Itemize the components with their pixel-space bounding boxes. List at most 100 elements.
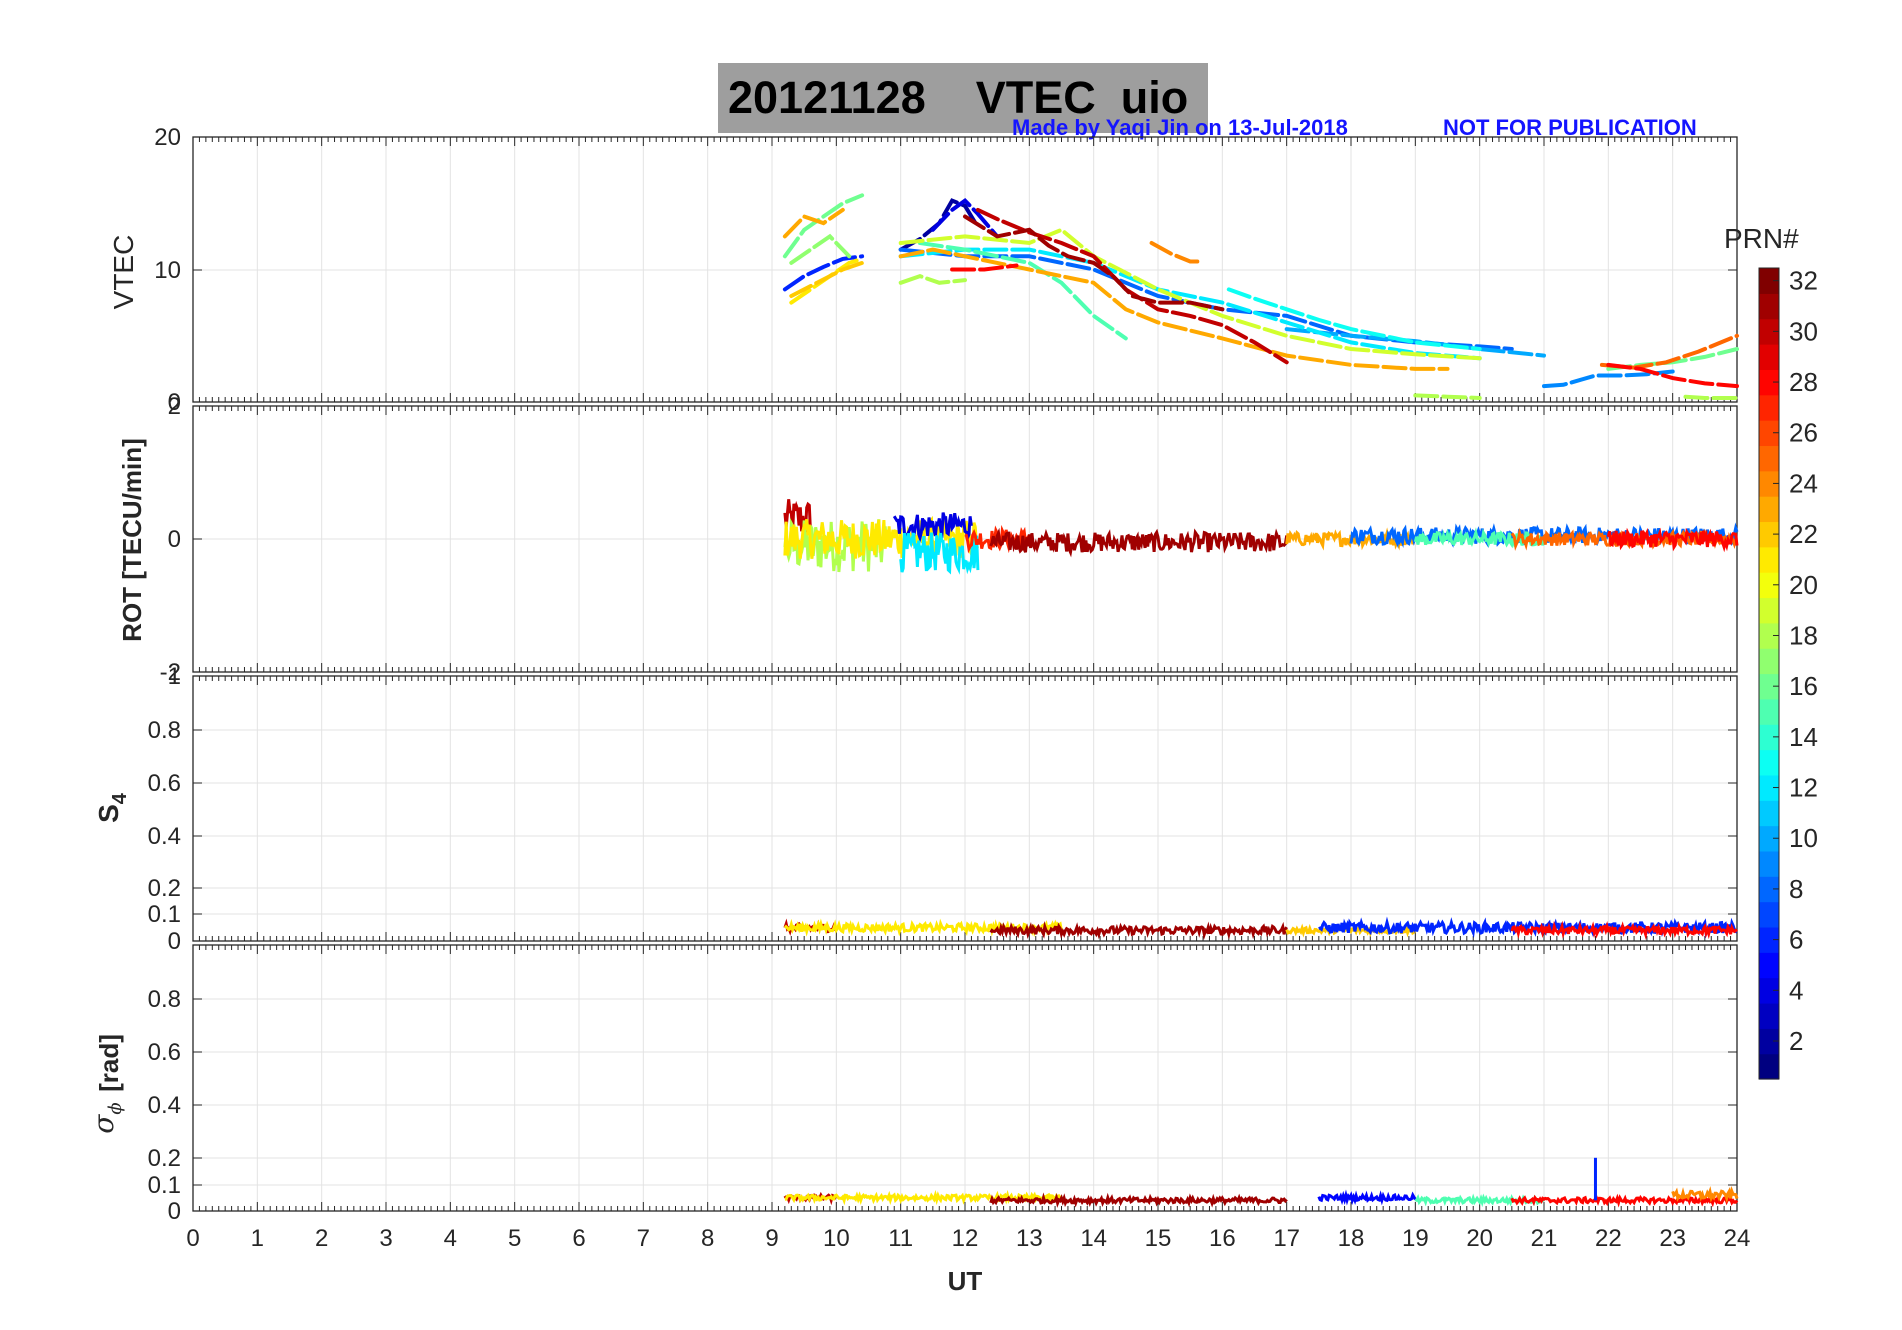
noise-series-prn-31 (989, 1192, 1288, 1208)
colorbar-segment (1759, 318, 1779, 345)
colorbar-segment (1759, 850, 1779, 877)
colorbar-tick-label: 24 (1789, 468, 1818, 498)
vtec-series-prn-18 (898, 273, 967, 285)
title-box (718, 63, 1208, 133)
x-tick-label: 2 (315, 1225, 328, 1252)
colorbar-label: PRN# (1724, 223, 1799, 254)
colorbar-tick-label: 8 (1789, 874, 1803, 904)
vtec-series-prn-28 (950, 263, 1019, 272)
y-tick-label: 0 (168, 389, 181, 416)
vtec-series-prn-25 (1599, 333, 1739, 370)
y-tick-label: 0.6 (148, 1039, 181, 1066)
x-tick-label: 8 (701, 1225, 714, 1252)
colorbar-segment (1759, 724, 1779, 751)
colorbar-segment (1759, 876, 1779, 903)
vtec-series-prn-12 (898, 247, 1482, 361)
colorbar-tick-label: 20 (1789, 570, 1818, 600)
colorbar-tick-label: 26 (1789, 418, 1818, 448)
x-tick-label: 19 (1402, 1225, 1429, 1252)
colorbar-segment (1759, 774, 1779, 801)
colorbar-segment (1759, 546, 1779, 573)
vtec-series-prn-18 (1683, 394, 1739, 400)
y-axis-label-sigma: [rad] (94, 1034, 124, 1092)
colorbar-segment (1759, 1002, 1779, 1029)
colorbar-segment (1759, 825, 1779, 852)
y-tick-label: 0.8 (148, 717, 181, 744)
colorbar-tick-label: 14 (1789, 722, 1818, 752)
x-tick-label: 21 (1531, 1225, 1558, 1252)
vtec-series-prn-16 (782, 193, 865, 259)
vtec-series-prn-23 (898, 247, 1450, 371)
y-axis-label-rot: ROT [TECU/min] (117, 438, 147, 642)
noise-series-prn-5 (1317, 1189, 1417, 1206)
colorbar-segment (1759, 977, 1779, 1004)
colorbar-segment (1759, 394, 1779, 421)
colorbar-segment (1759, 648, 1779, 675)
noise-series-prn-21 (784, 1189, 1063, 1206)
vtec-series-prn-18 (1413, 393, 1482, 400)
colorbar-segment (1759, 800, 1779, 827)
colorbar-frame (1758, 267, 1780, 1080)
x-tick-label: 14 (1080, 1225, 1107, 1252)
panel-sigma_phi: 00.10.2 0.4 0.6 0.8 (148, 944, 1738, 1225)
vtec-series-prn-4 (930, 197, 1000, 239)
colorbar-segment (1759, 926, 1779, 953)
colorbar-tick-label: 32 (1789, 266, 1818, 296)
x-tick-label: 17 (1273, 1225, 1300, 1252)
x-tick-label: 7 (637, 1225, 650, 1252)
y-tick-label: -2 (160, 659, 181, 686)
x-tick-label: 22 (1595, 1225, 1622, 1252)
y-axis-label-s4-subscript: 4 (109, 792, 131, 804)
noise-series-prn-31 (989, 527, 1289, 558)
noise-series-prn-28 (1510, 920, 1738, 941)
x-tick-label: 24 (1724, 1225, 1751, 1252)
x-tick-label: 20 (1466, 1225, 1493, 1252)
colorbar-segment (1759, 445, 1779, 472)
colorbar-segment (1759, 420, 1779, 447)
y-tick-label: 0 (168, 526, 181, 553)
colorbar-segment (1759, 1053, 1779, 1080)
x-tick-label: 9 (765, 1225, 778, 1252)
x-tick-label: 3 (379, 1225, 392, 1252)
colorbar-segment (1759, 952, 1779, 979)
vtec-series-prn-10 (1284, 327, 1546, 358)
colorbar-segment (1759, 597, 1779, 624)
x-tick-label: 18 (1338, 1225, 1365, 1252)
y-tick-label: 0.4 (148, 823, 181, 850)
y-axis-label-vtec: VTEC (108, 235, 139, 310)
colorbar-segment (1759, 470, 1779, 497)
y-tick-label: 0.6 (148, 770, 181, 797)
chart-title: 20121128 VTEC uio (728, 72, 1189, 123)
sigma-phi-symbol: σϕ (87, 1102, 126, 1133)
colorbar-segment (1759, 673, 1779, 700)
vtec-series-prn-24 (1149, 241, 1205, 264)
colorbar-segment (1759, 749, 1779, 776)
colorbar-tick-label: 2 (1789, 1026, 1803, 1056)
vtec-series-prn-22 (789, 260, 865, 298)
colorbar-tick-label: 12 (1789, 773, 1818, 803)
y-tick-label: 0.4 (148, 1092, 181, 1119)
colorbar-segment (1759, 496, 1779, 523)
colorbar-segment (1759, 268, 1779, 294)
y-tick-label: 0.2 (148, 1145, 181, 1172)
noise-series-prn-30 (783, 499, 813, 535)
y-tick-label: 0 (168, 928, 181, 955)
colorbar-segment (1759, 698, 1779, 725)
panel-vtec: 0 10 20 (154, 124, 1738, 416)
colorbar-segment (1759, 369, 1779, 396)
colorbar-tick-label: 16 (1789, 671, 1818, 701)
colorbar-tick-label: 10 (1789, 823, 1818, 853)
vtec-series-prn-28 (1606, 362, 1739, 389)
y-tick-label: 0.8 (148, 986, 181, 1013)
noise-series-prn-24 (1671, 1185, 1739, 1204)
x-tick-label: 16 (1209, 1225, 1236, 1252)
x-tick-label: 15 (1145, 1225, 1172, 1252)
y-tick-label: 10 (154, 257, 181, 284)
panel-s4: 00.10.2 0.4 0.6 0.8 1 (148, 663, 1738, 955)
vtec-series-prn-23 (782, 207, 845, 239)
colorbar-tick-label: 4 (1789, 975, 1803, 1005)
colorbar-segment (1759, 293, 1779, 320)
x-tick-label: 10 (823, 1225, 850, 1252)
